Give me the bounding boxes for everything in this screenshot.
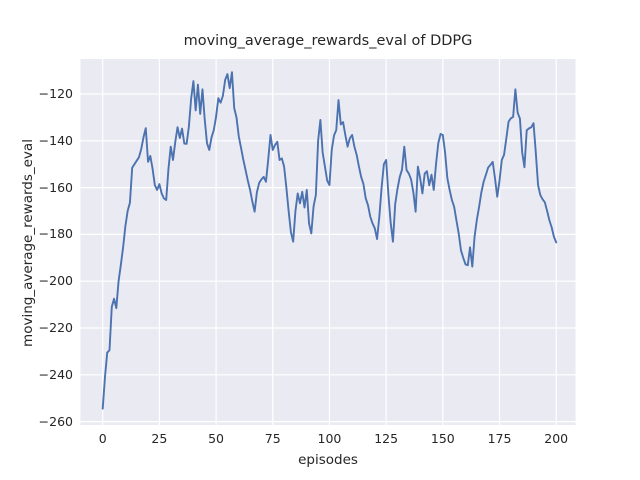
- x-tick-label: 200: [544, 431, 569, 446]
- chart-title: moving_average_rewards_eval of DDPG: [183, 33, 473, 49]
- x-tick-label: 25: [151, 431, 168, 446]
- plot-background: [80, 59, 576, 425]
- y-tick-label: −220: [38, 320, 73, 335]
- x-tick-label: 75: [264, 431, 281, 446]
- y-tick-label: −140: [38, 132, 73, 148]
- x-tick-label: 150: [430, 431, 455, 446]
- x-tick-label: 175: [487, 431, 512, 446]
- y-tick-label: −240: [38, 366, 73, 382]
- y-axis-label: moving_average_rewards_eval: [20, 139, 36, 347]
- y-tick-label: −260: [38, 413, 73, 429]
- x-tick-label: 125: [374, 431, 399, 446]
- y-tick-label: −200: [38, 273, 73, 289]
- x-tick-label: 50: [208, 431, 225, 446]
- y-tick-label: −160: [38, 179, 73, 195]
- x-tick-label: 0: [98, 431, 107, 446]
- y-tick-label: −120: [38, 86, 73, 101]
- x-tick-label: 100: [317, 431, 342, 446]
- x-axis-label: episodes: [298, 452, 358, 468]
- y-tick-label: −180: [38, 226, 73, 242]
- series-line-moving-average-rewards-eval: [101, 71, 558, 410]
